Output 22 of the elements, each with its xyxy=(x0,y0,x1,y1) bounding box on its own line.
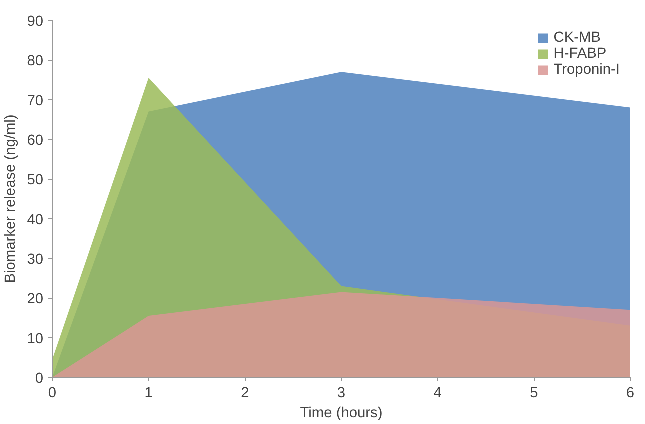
x-tick-label: 5 xyxy=(530,386,538,402)
y-tick-label: 90 xyxy=(27,14,44,30)
y-tick-label: 70 xyxy=(27,93,44,110)
y-tick-label: 50 xyxy=(27,172,44,189)
legend-label: CK-MB xyxy=(554,30,601,46)
x-tick-label: 0 xyxy=(48,386,57,402)
y-tick-label: 60 xyxy=(27,133,44,149)
x-axis-title: Time (hours) xyxy=(300,406,383,422)
y-tick-label: 80 xyxy=(27,54,44,70)
x-tick-label: 1 xyxy=(144,386,153,402)
legend-label: Troponin-I xyxy=(554,62,620,78)
y-tick-label: 20 xyxy=(27,292,44,308)
x-tick-label: 2 xyxy=(241,386,250,402)
x-tick-label: 4 xyxy=(434,386,442,402)
legend-label: H-FABP xyxy=(554,46,607,62)
y-tick-label: 0 xyxy=(35,371,44,387)
y-tick-label: 30 xyxy=(27,252,44,268)
y-axis-title: Biomarker release (ng/ml) xyxy=(3,114,20,284)
y-tick-label: 40 xyxy=(27,212,44,228)
x-tick-label: 3 xyxy=(337,386,346,402)
x-tick-label: 6 xyxy=(626,386,635,402)
y-tick-label: 10 xyxy=(27,331,44,348)
